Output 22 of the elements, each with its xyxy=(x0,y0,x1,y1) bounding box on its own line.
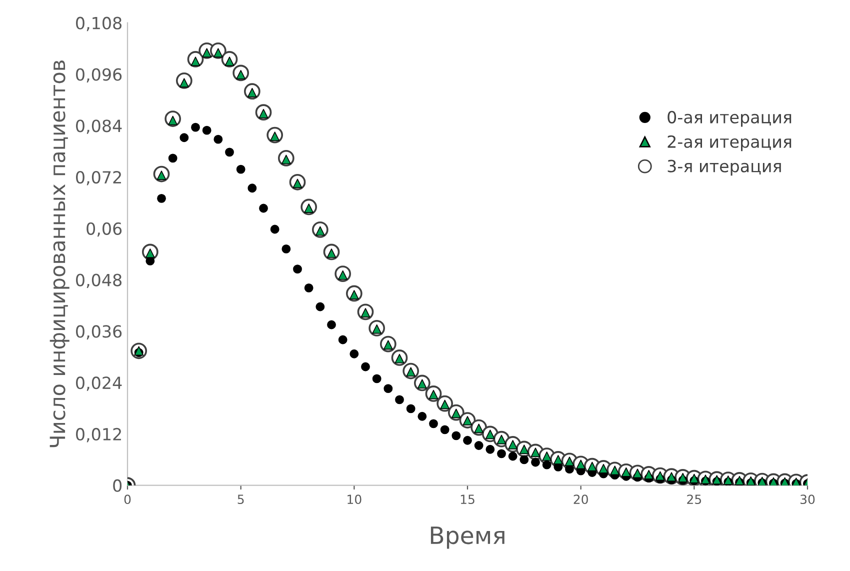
legend-label: 0-ая итерация xyxy=(668,110,792,127)
x-tick-label: 5 xyxy=(238,494,244,504)
x-axis-title: Время xyxy=(430,526,504,549)
y-tick-label: 0,06 xyxy=(86,222,122,237)
y-tick-label: 0,024 xyxy=(76,376,122,391)
y-axis-title: Число инфицированных пациентов xyxy=(50,60,70,448)
legend-label: 3-я итерация xyxy=(668,160,781,176)
y-tick-label: 0,072 xyxy=(76,170,121,186)
y-tick-label: 0,048 xyxy=(76,274,122,288)
y-tick-label: 0,012 xyxy=(76,428,121,442)
x-tick-label: 10 xyxy=(348,494,362,504)
y-tick-label: 0,036 xyxy=(76,325,122,340)
y-tick-label: 0 xyxy=(113,479,122,492)
x-tick-label: 0 xyxy=(124,494,131,504)
y-tick-label: 0,096 xyxy=(76,68,122,82)
y-tick-label: 0,084 xyxy=(76,120,122,134)
x-tick-label: 20 xyxy=(574,494,588,504)
x-tick-label: 25 xyxy=(687,494,702,504)
x-tick-label: 15 xyxy=(460,494,474,504)
legend-label: 2-ая итерация xyxy=(668,135,792,152)
y-tick-label: 0,108 xyxy=(76,16,122,32)
x-tick-label: 30 xyxy=(800,494,815,504)
